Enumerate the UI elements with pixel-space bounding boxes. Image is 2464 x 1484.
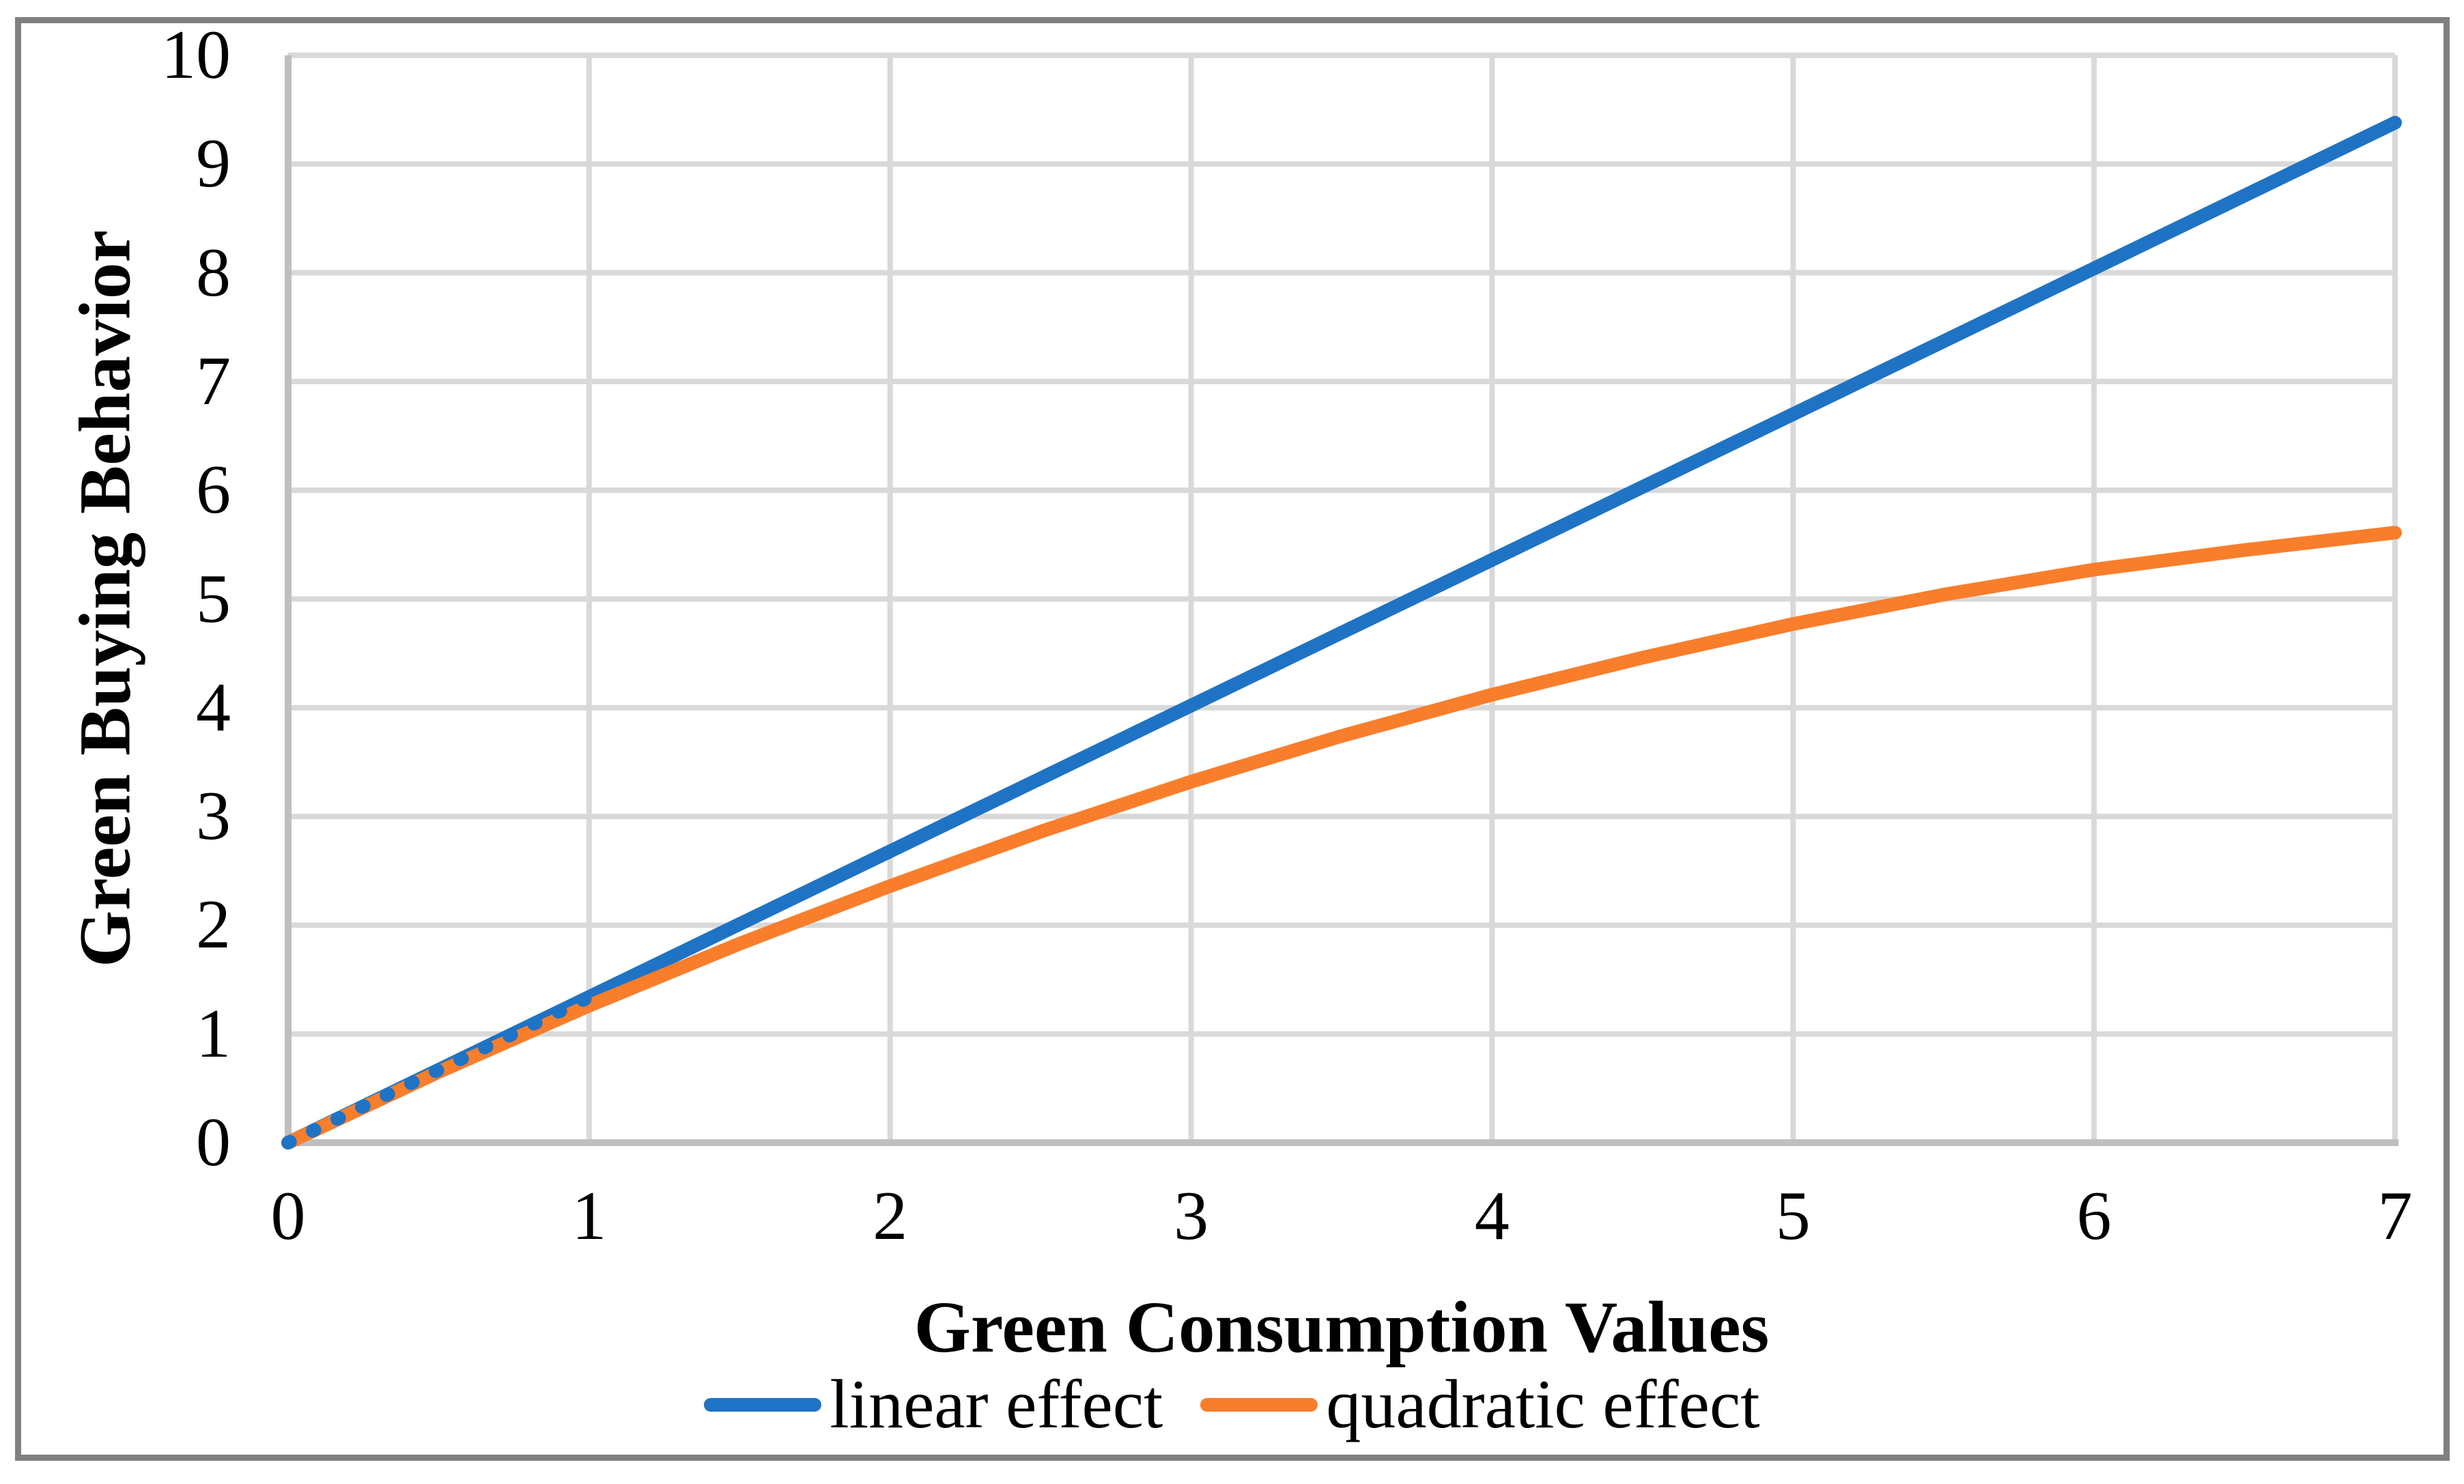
legend-item-quadratic-effect: quadratic effect xyxy=(1200,1362,1760,1447)
y-tick-label: 0 xyxy=(196,1104,231,1181)
y-tick-label: 2 xyxy=(196,886,231,964)
x-axis-title: Green Consumption Values xyxy=(914,1287,1770,1368)
y-tick-label: 5 xyxy=(196,560,231,638)
y-tick-label: 9 xyxy=(196,125,231,203)
legend: linear effect quadratic effect xyxy=(0,1362,2464,1447)
x-tick-label: 0 xyxy=(270,1178,306,1255)
x-tick-label: 7 xyxy=(2377,1178,2413,1255)
series-line-quadratic-effect xyxy=(281,526,2402,1150)
y-tick-label: 4 xyxy=(196,668,231,746)
y-tick-label: 10 xyxy=(161,16,231,94)
x-tick-label: 2 xyxy=(873,1178,908,1255)
y-tick-label: 3 xyxy=(196,777,231,855)
y-tick-label: 7 xyxy=(196,342,231,420)
y-tick-label: 1 xyxy=(196,995,231,1072)
legend-item-linear-effect: linear effect xyxy=(704,1362,1163,1447)
x-tick-label: 4 xyxy=(1474,1178,1510,1255)
y-tick-label: 6 xyxy=(196,451,231,529)
y-tick-label: 8 xyxy=(196,233,231,311)
linear-effect-line-swatch xyxy=(704,1397,822,1412)
overlap-dotted-segment xyxy=(281,990,596,1150)
legend-label-linear-effect: linear effect xyxy=(830,1366,1163,1443)
x-tick-label: 6 xyxy=(2076,1178,2112,1255)
series-line-linear-effect xyxy=(281,115,2402,1150)
x-tick-label: 1 xyxy=(571,1178,607,1255)
y-axis-title: Green Buying Behavior xyxy=(65,230,146,967)
x-tick-label: 3 xyxy=(1174,1178,1209,1255)
quadratic-effect-line-swatch xyxy=(1200,1397,1318,1412)
legend-label-quadratic-effect: quadratic effect xyxy=(1326,1366,1760,1443)
chart-border-frame xyxy=(15,17,2450,1461)
x-tick-label: 5 xyxy=(1775,1178,1811,1255)
